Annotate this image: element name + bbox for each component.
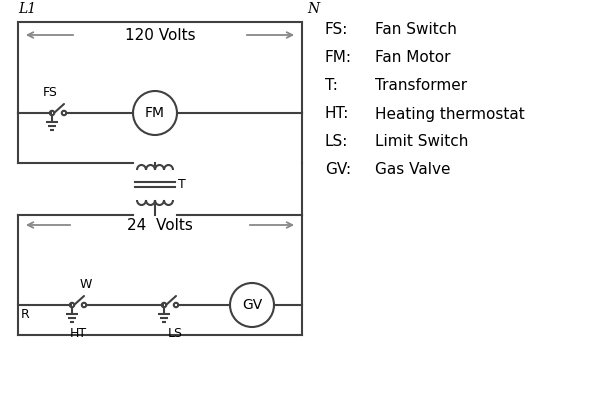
Text: T: T (178, 178, 186, 192)
Text: Fan Motor: Fan Motor (375, 50, 451, 66)
Text: Gas Valve: Gas Valve (375, 162, 451, 178)
Text: HT: HT (70, 327, 87, 340)
Text: T:: T: (325, 78, 338, 94)
Text: Fan Switch: Fan Switch (375, 22, 457, 38)
Text: GV:: GV: (325, 162, 351, 178)
Text: 24  Volts: 24 Volts (127, 218, 193, 232)
Text: FS:: FS: (325, 22, 348, 38)
Text: HT:: HT: (325, 106, 349, 122)
Text: FM: FM (145, 106, 165, 120)
Text: FS: FS (42, 86, 57, 99)
Text: N: N (307, 2, 319, 16)
Text: L1: L1 (18, 2, 36, 16)
Text: 120 Volts: 120 Volts (124, 28, 195, 42)
Text: R: R (21, 308, 30, 321)
Text: W: W (80, 278, 92, 291)
Text: LS: LS (168, 327, 182, 340)
Text: GV: GV (242, 298, 262, 312)
Text: LS:: LS: (325, 134, 348, 150)
Text: FM:: FM: (325, 50, 352, 66)
Text: Heating thermostat: Heating thermostat (375, 106, 525, 122)
Text: Transformer: Transformer (375, 78, 467, 94)
Text: Limit Switch: Limit Switch (375, 134, 468, 150)
